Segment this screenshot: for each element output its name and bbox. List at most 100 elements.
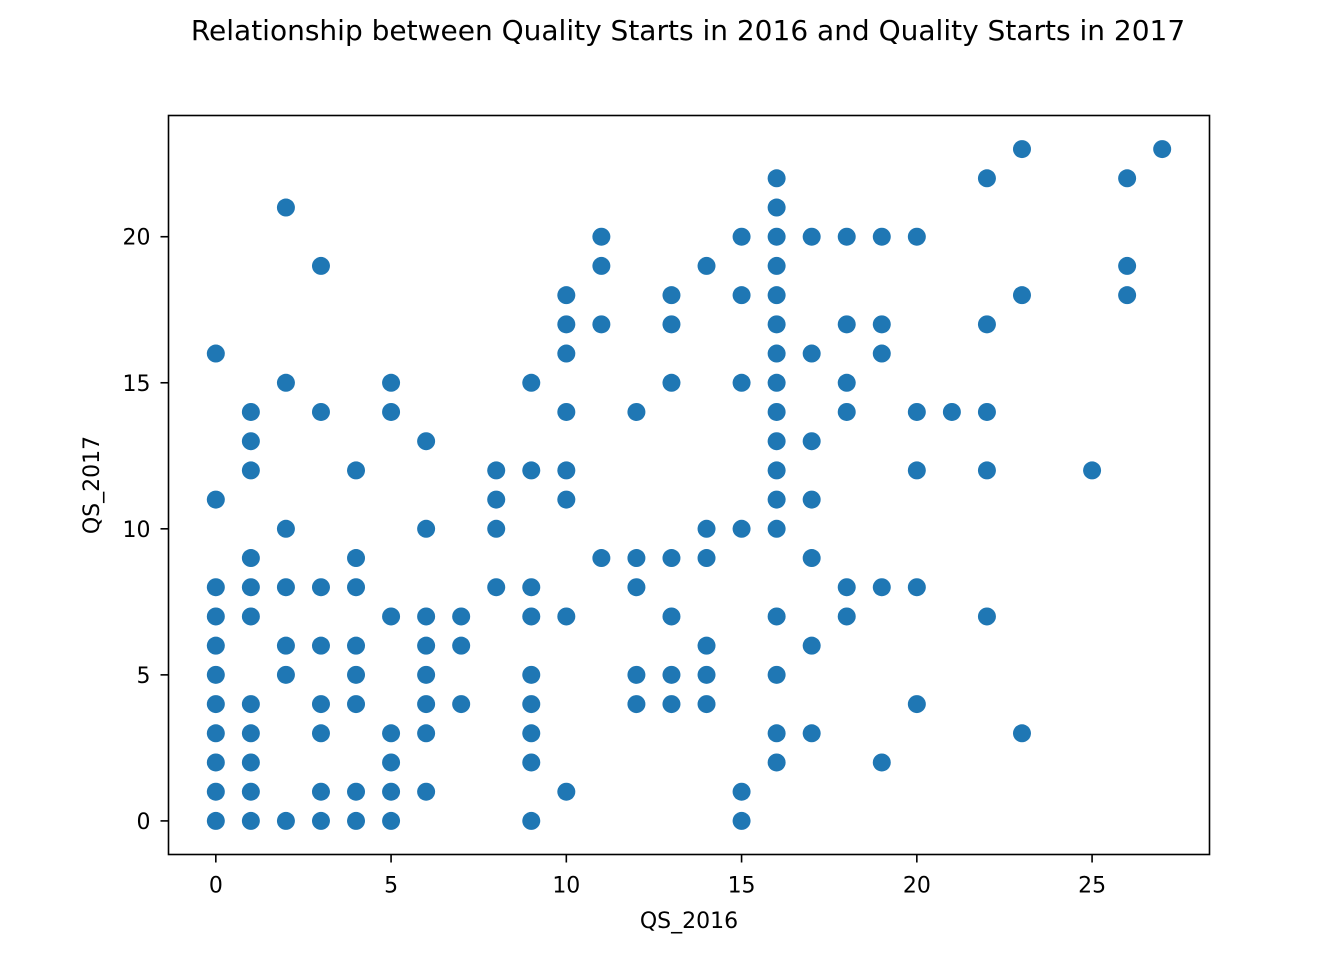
data-point	[942, 402, 961, 421]
data-point	[767, 519, 786, 538]
data-point	[382, 724, 401, 743]
data-point	[977, 169, 996, 188]
data-point	[487, 578, 506, 597]
data-point	[767, 198, 786, 217]
data-point	[206, 782, 225, 801]
data-point	[907, 695, 926, 714]
data-point	[241, 607, 260, 626]
data-point	[1012, 286, 1031, 305]
data-point	[347, 549, 366, 568]
data-point	[977, 607, 996, 626]
data-point	[767, 373, 786, 392]
data-point	[206, 811, 225, 830]
data-point	[347, 782, 366, 801]
data-point	[767, 665, 786, 684]
data-point	[1012, 140, 1031, 159]
data-point	[767, 402, 786, 421]
data-point	[347, 811, 366, 830]
y-axis: 0 5 10 15 20	[123, 226, 169, 835]
chart-title: Relationship between Quality Starts in 2…	[191, 14, 1185, 47]
data-point	[767, 724, 786, 743]
data-point	[802, 344, 821, 363]
data-point	[311, 811, 330, 830]
data-point	[382, 607, 401, 626]
data-point	[206, 490, 225, 509]
data-point	[452, 607, 471, 626]
data-point	[627, 695, 646, 714]
data-point	[732, 227, 751, 246]
data-point	[697, 636, 716, 655]
data-point	[382, 373, 401, 392]
data-point	[767, 607, 786, 626]
data-point	[872, 315, 891, 334]
x-axis-label: QS_2016	[640, 909, 738, 934]
data-point	[697, 665, 716, 684]
data-point	[1083, 461, 1102, 480]
data-point	[206, 665, 225, 684]
data-point	[767, 461, 786, 480]
data-point	[241, 402, 260, 421]
data-point	[382, 753, 401, 772]
data-point	[592, 227, 611, 246]
data-point	[557, 344, 576, 363]
y-tick-label: 0	[137, 810, 151, 835]
data-point	[241, 549, 260, 568]
data-point	[276, 636, 295, 655]
data-point	[697, 549, 716, 568]
data-point	[522, 811, 541, 830]
data-point	[1012, 724, 1031, 743]
data-point	[311, 578, 330, 597]
data-point	[732, 782, 751, 801]
data-point	[557, 461, 576, 480]
data-point	[802, 636, 821, 655]
data-point	[276, 578, 295, 597]
data-point	[241, 782, 260, 801]
data-point	[697, 256, 716, 275]
data-point	[206, 753, 225, 772]
data-point	[907, 461, 926, 480]
data-point	[557, 607, 576, 626]
y-tick-label: 5	[137, 664, 151, 689]
data-point	[311, 782, 330, 801]
data-point	[592, 315, 611, 334]
x-tick-label: 15	[728, 874, 756, 899]
data-point	[732, 519, 751, 538]
data-point	[417, 519, 436, 538]
data-point	[417, 782, 436, 801]
data-point	[241, 753, 260, 772]
data-point	[522, 607, 541, 626]
data-point	[837, 578, 856, 597]
y-tick-label: 10	[123, 518, 151, 543]
x-tick-label: 25	[1078, 874, 1106, 899]
data-point	[767, 753, 786, 772]
data-point	[837, 227, 856, 246]
x-axis: 0 5 10 15 20 25	[209, 854, 1106, 899]
x-tick-label: 5	[384, 874, 398, 899]
data-point	[802, 490, 821, 509]
data-point	[522, 373, 541, 392]
data-point	[241, 432, 260, 451]
data-point	[522, 461, 541, 480]
data-point	[382, 811, 401, 830]
data-point	[767, 286, 786, 305]
data-point	[206, 695, 225, 714]
data-point	[802, 227, 821, 246]
data-point	[592, 549, 611, 568]
data-point	[557, 315, 576, 334]
data-point	[767, 344, 786, 363]
data-point	[382, 782, 401, 801]
data-point	[206, 344, 225, 363]
data-point	[872, 578, 891, 597]
y-axis-label: QS_2017	[80, 436, 105, 534]
data-point	[417, 724, 436, 743]
y-tick-label: 20	[123, 226, 151, 251]
data-point	[662, 607, 681, 626]
data-point	[452, 695, 471, 714]
data-point	[311, 636, 330, 655]
data-point	[977, 461, 996, 480]
data-point	[347, 636, 366, 655]
data-point	[276, 198, 295, 217]
data-point	[487, 461, 506, 480]
data-point	[417, 695, 436, 714]
